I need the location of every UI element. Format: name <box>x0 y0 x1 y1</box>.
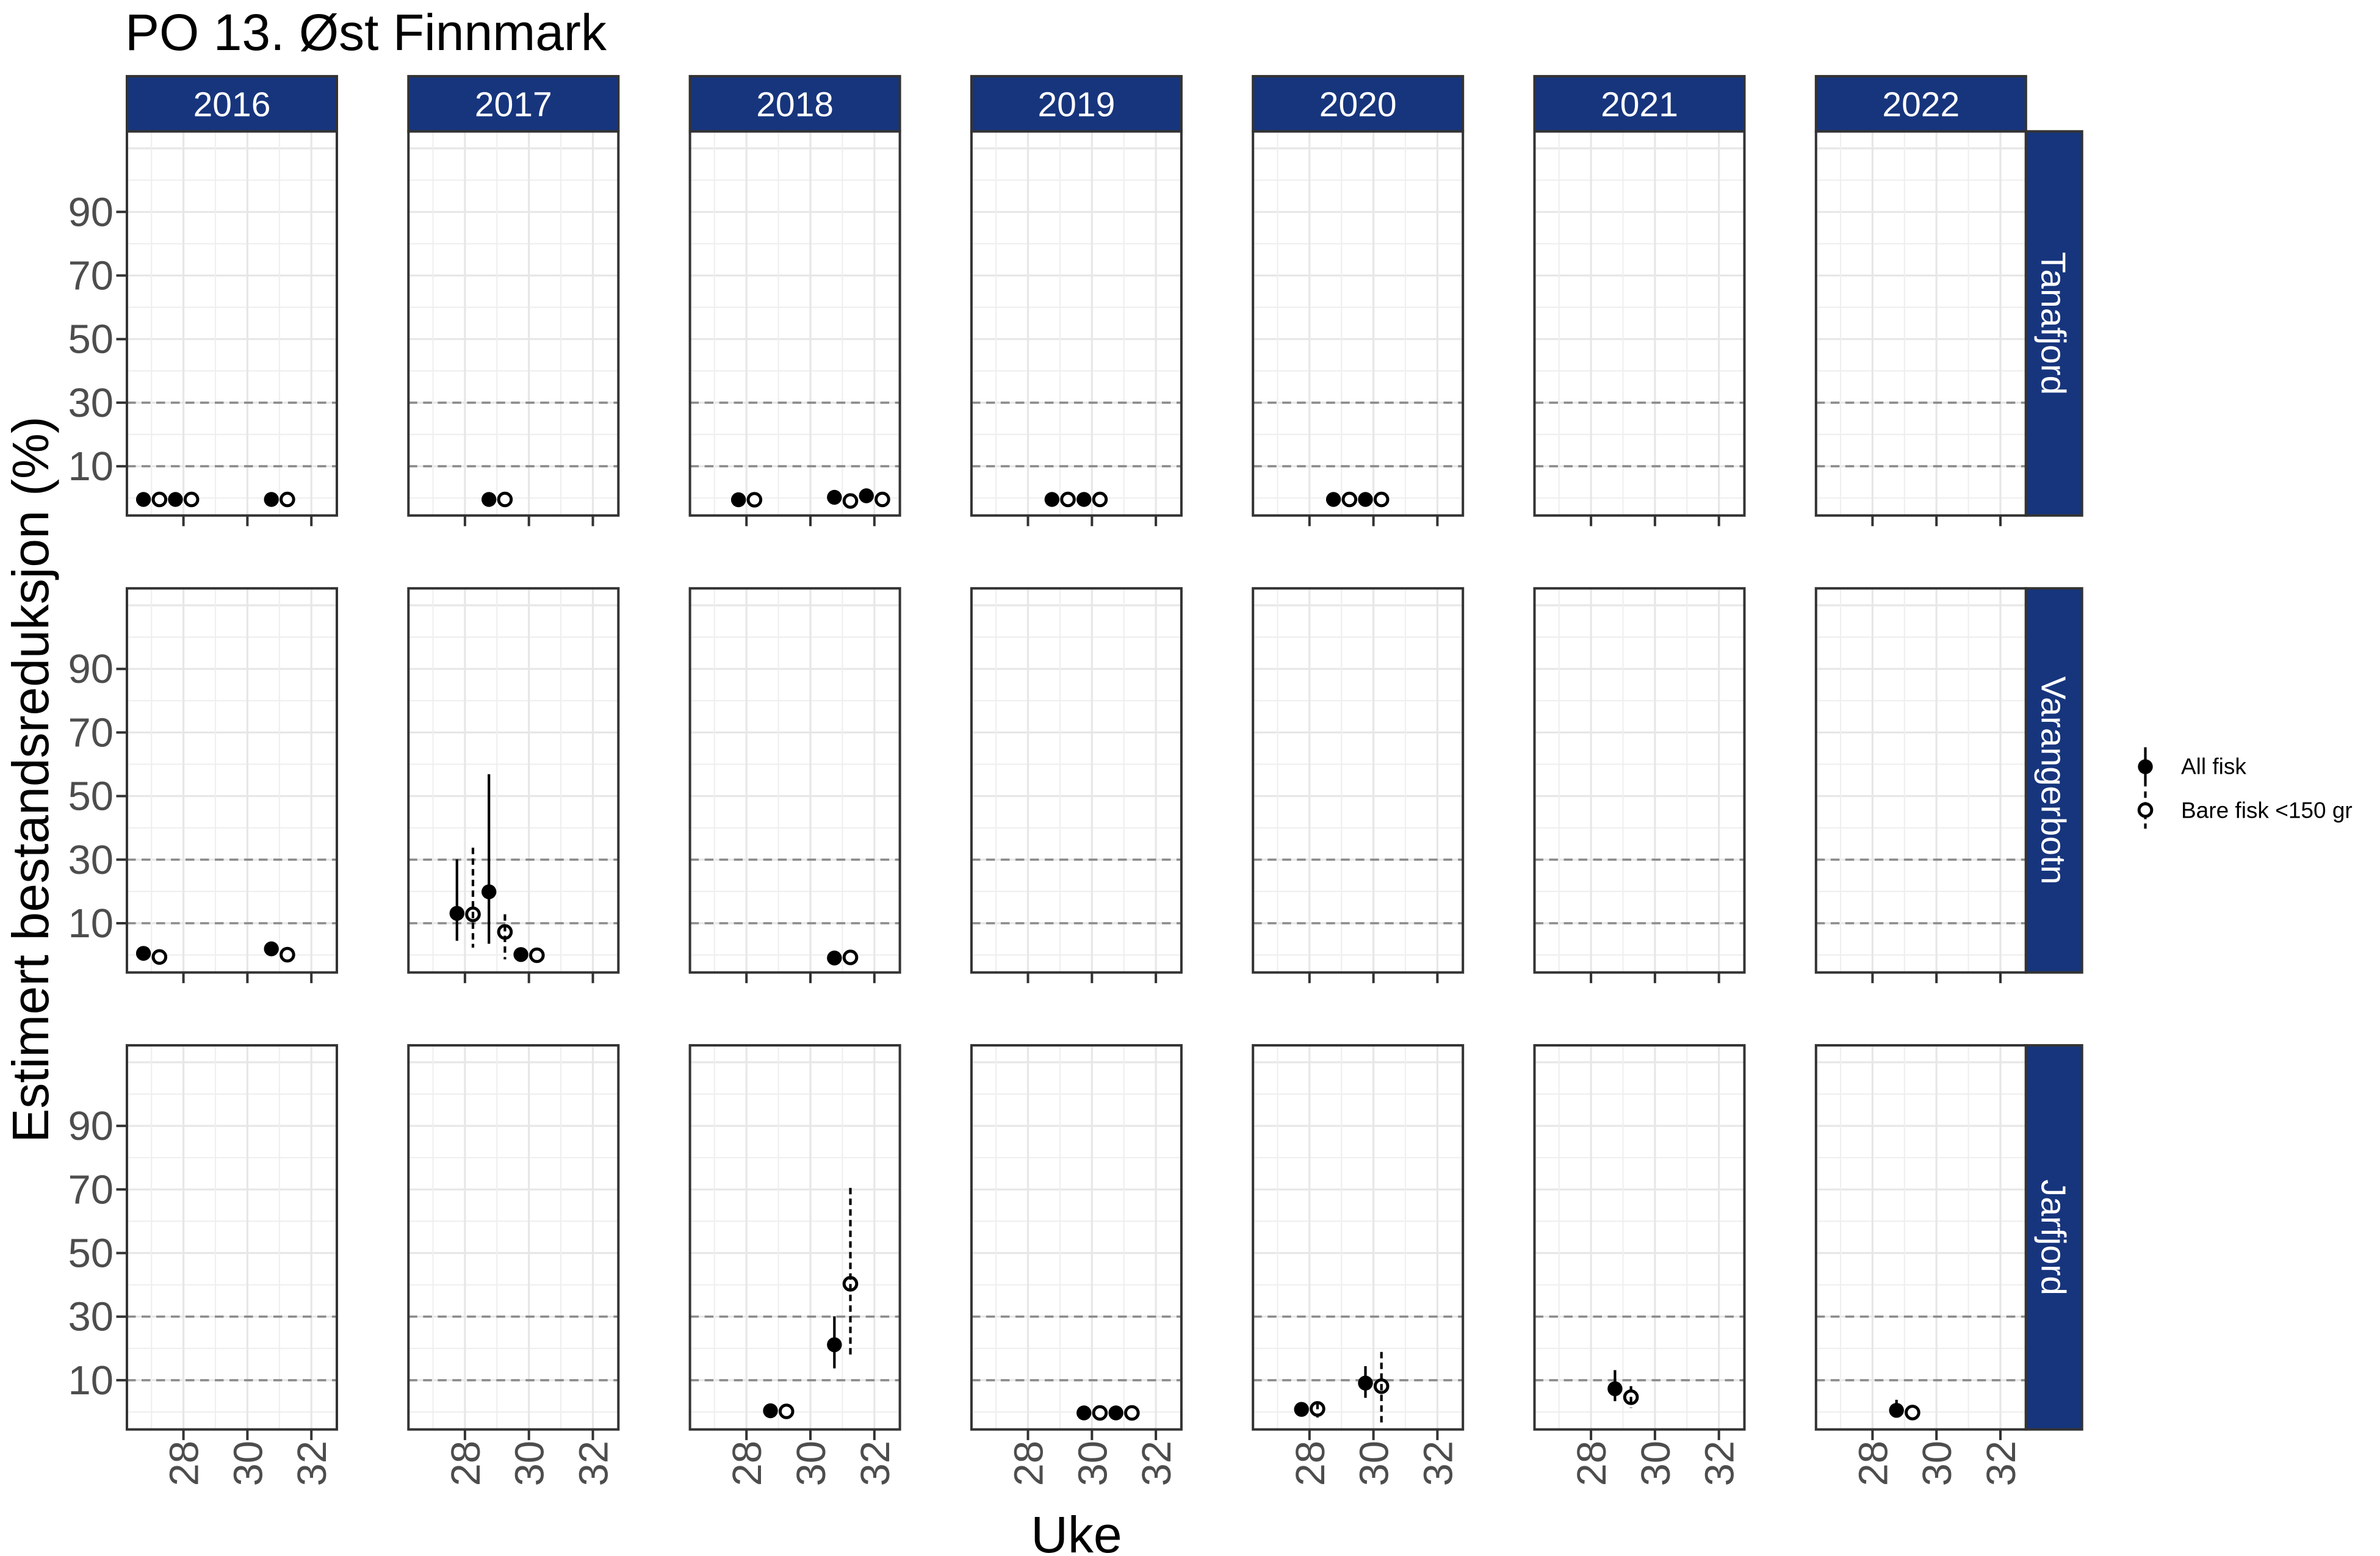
svg-text:70: 70 <box>68 1167 114 1212</box>
svg-text:30: 30 <box>68 380 114 426</box>
svg-text:28: 28 <box>1569 1441 1615 1486</box>
svg-text:Tanafjord: Tanafjord <box>2034 252 2073 395</box>
svg-text:32: 32 <box>853 1441 898 1486</box>
svg-text:Uke: Uke <box>1031 1506 1122 1556</box>
svg-text:2016: 2016 <box>193 85 271 124</box>
svg-text:30: 30 <box>1070 1441 1116 1486</box>
svg-text:90: 90 <box>68 646 114 692</box>
svg-text:10: 10 <box>68 901 114 946</box>
svg-text:Estimert bestandsreduksjon (%): Estimert bestandsreduksjon (%) <box>2 416 59 1142</box>
svg-text:32: 32 <box>289 1441 335 1486</box>
svg-text:50: 50 <box>68 317 114 362</box>
svg-text:50: 50 <box>68 1231 114 1277</box>
svg-text:30: 30 <box>1633 1441 1679 1486</box>
svg-text:PO 13. Øst Finnmark: PO 13. Øst Finnmark <box>125 4 607 61</box>
svg-text:30: 30 <box>225 1441 271 1486</box>
svg-text:28: 28 <box>443 1441 489 1486</box>
svg-text:32: 32 <box>571 1441 617 1486</box>
svg-text:30: 30 <box>1352 1441 1397 1486</box>
svg-text:10: 10 <box>68 444 114 489</box>
svg-text:Varangerbotn: Varangerbotn <box>2034 676 2073 884</box>
svg-text:2021: 2021 <box>1601 85 1678 124</box>
svg-text:30: 30 <box>68 837 114 883</box>
svg-text:28: 28 <box>1850 1441 1896 1486</box>
svg-text:Jarfjord: Jarfjord <box>2034 1180 2073 1295</box>
svg-text:50: 50 <box>68 774 114 819</box>
svg-text:All fisk: All fisk <box>2181 754 2246 779</box>
svg-text:28: 28 <box>724 1441 770 1486</box>
svg-text:2019: 2019 <box>1037 85 1115 124</box>
svg-text:30: 30 <box>68 1294 114 1340</box>
svg-text:2017: 2017 <box>475 85 552 124</box>
svg-text:90: 90 <box>68 189 114 235</box>
svg-text:70: 70 <box>68 253 114 299</box>
svg-text:90: 90 <box>68 1103 114 1149</box>
svg-text:30: 30 <box>1914 1441 1960 1486</box>
svg-text:2018: 2018 <box>756 85 834 124</box>
svg-text:28: 28 <box>1006 1441 1052 1486</box>
svg-text:30: 30 <box>788 1441 834 1486</box>
svg-text:32: 32 <box>1134 1441 1180 1486</box>
svg-text:32: 32 <box>1978 1441 2024 1486</box>
svg-text:Bare fisk <150 gr: Bare fisk <150 gr <box>2181 798 2353 823</box>
svg-text:30: 30 <box>507 1441 553 1486</box>
svg-text:32: 32 <box>1697 1441 1743 1486</box>
svg-text:70: 70 <box>68 710 114 755</box>
svg-text:28: 28 <box>1288 1441 1333 1486</box>
svg-text:10: 10 <box>68 1358 114 1403</box>
svg-text:2020: 2020 <box>1319 85 1397 124</box>
svg-text:28: 28 <box>162 1441 207 1486</box>
svg-text:2022: 2022 <box>1882 85 1960 124</box>
svg-text:32: 32 <box>1415 1441 1461 1486</box>
